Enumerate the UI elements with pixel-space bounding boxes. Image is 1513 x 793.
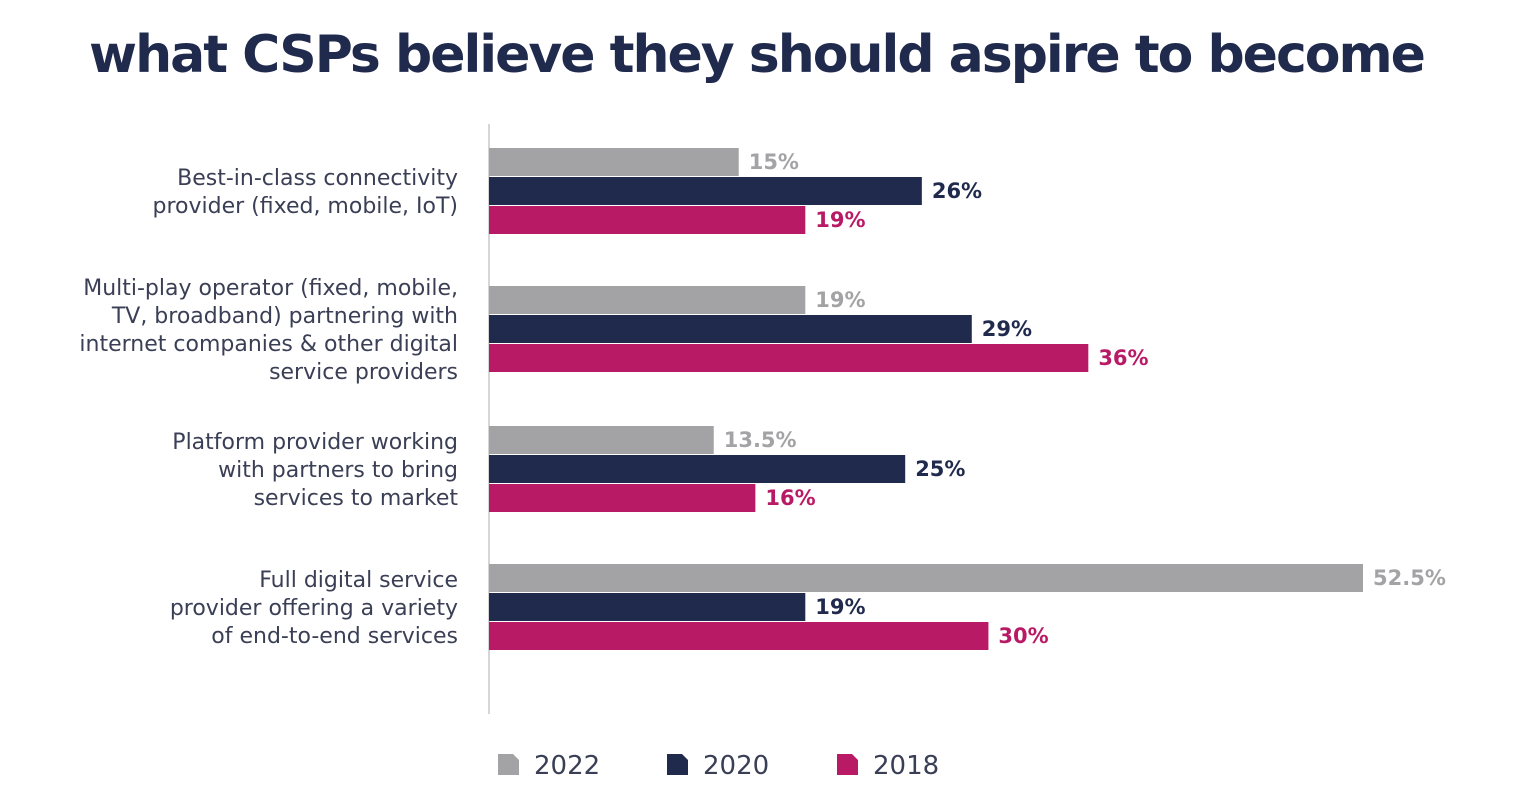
category-label-line: Best-in-class connectivity (177, 166, 458, 191)
category-label-line: provider (fixed, mobile, IoT) (153, 194, 459, 219)
data-label-2018: 36% (1098, 346, 1148, 370)
labels-layer: Best-in-class connectivity provider (fixe… (79, 150, 1445, 649)
bar-2018 (489, 484, 756, 512)
category-label-line: TV, broadband) partnering with (111, 304, 458, 329)
legend-label-2018: 2018 (873, 751, 939, 781)
chart-title: what CSPs believe they should aspire to … (89, 25, 1426, 85)
category-label: Best-in-class connectivity provider (fixe… (153, 166, 459, 219)
data-label-2018: 19% (815, 208, 865, 232)
category-label-line: Multi-play operator (fixed, mobile, (83, 276, 458, 301)
data-label-2022: 13.5% (724, 428, 797, 452)
bar-2018 (489, 206, 806, 234)
data-label-2020: 26% (932, 179, 982, 203)
category-label-line: provider offering a variety (170, 596, 458, 621)
legend-label-2020: 2020 (703, 751, 769, 781)
bar-2020 (489, 177, 922, 205)
legend: 2022 2020 2018 (498, 751, 939, 781)
category-label-line: Platform provider working (172, 430, 458, 455)
data-label-2020: 25% (915, 457, 965, 481)
category-label-line: with partners to bring (218, 458, 458, 483)
bar-2018 (489, 344, 1089, 372)
data-label-2022: 52.5% (1373, 566, 1446, 590)
bar-2022 (489, 286, 806, 314)
bars-layer (489, 148, 1363, 650)
category-label-line: services to market (254, 486, 459, 511)
legend-swatch-2018 (837, 754, 858, 775)
bar-2020 (489, 455, 906, 483)
data-label-2018: 30% (998, 624, 1048, 648)
category-label: Full digital service provider offering a … (170, 568, 458, 649)
bar-2022 (489, 564, 1363, 592)
legend-label-2022: 2022 (534, 751, 600, 781)
data-label-2018: 16% (765, 486, 815, 510)
bar-2020 (489, 315, 972, 343)
category-label-line: of end-to-end services (211, 624, 458, 649)
category-label-line: service providers (269, 360, 458, 385)
data-label-2020: 29% (982, 317, 1032, 341)
data-label-2020: 19% (815, 595, 865, 619)
data-label-2022: 15% (749, 150, 799, 174)
bar-2022 (489, 148, 739, 176)
data-label-2022: 19% (815, 288, 865, 312)
bar-2018 (489, 622, 989, 650)
category-label: Multi-play operator (fixed, mobile, TV, b… (79, 276, 458, 385)
legend-swatch-2020 (667, 754, 688, 775)
category-label-line: Full digital service (259, 568, 458, 593)
bar-2020 (489, 593, 806, 621)
legend-swatch-2022 (498, 754, 519, 775)
category-label: Platform provider working with partners t… (172, 430, 458, 511)
category-label-line: internet companies & other digital (79, 332, 458, 357)
bar-2022 (489, 426, 714, 454)
